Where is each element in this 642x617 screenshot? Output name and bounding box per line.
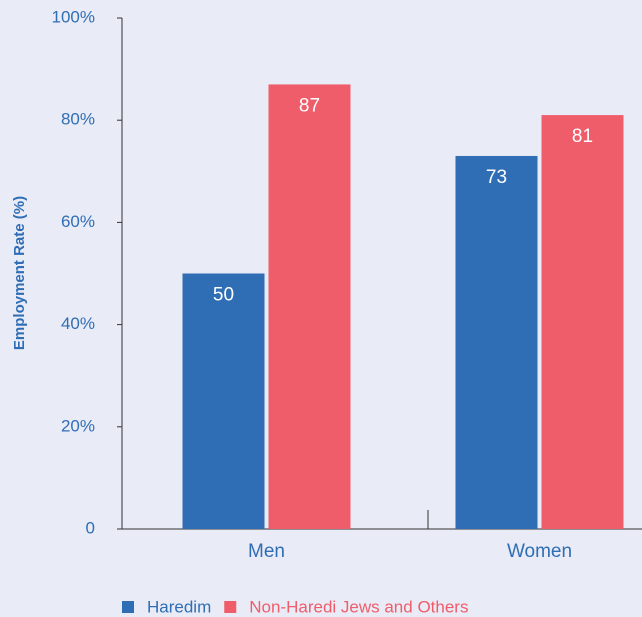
bar: [183, 274, 265, 530]
legend-swatch: [122, 601, 134, 613]
x-tick-label: Women: [507, 541, 572, 562]
bar: [542, 115, 624, 529]
x-tick-label: Men: [248, 541, 285, 562]
data-label: 87: [299, 95, 320, 116]
y-tick-label: 0: [86, 518, 95, 537]
bar: [456, 156, 538, 529]
y-tick-label: 60%: [61, 212, 95, 231]
y-tick-label: 20%: [61, 416, 95, 435]
y-axis-label: Employment Rate (%): [11, 196, 28, 350]
legend-swatch: [224, 601, 236, 613]
y-tick-label: 80%: [61, 110, 95, 129]
legend-label: Haredim: [147, 597, 211, 616]
chart: Employment Rate (%) 0 20% 40% 60% 80% 100% Men…: [0, 0, 642, 617]
legend-label: Non-Haredi Jews and Others: [249, 597, 468, 616]
data-label: 50: [213, 285, 234, 306]
y-tick-label: 40%: [61, 314, 95, 333]
page: {"chart_data": {"type": "bar", "y_axis_l…: [0, 0, 642, 617]
bar: [269, 84, 351, 529]
y-tick-label: 100%: [52, 7, 95, 26]
data-label: 73: [486, 167, 507, 188]
data-label: 81: [572, 126, 593, 147]
